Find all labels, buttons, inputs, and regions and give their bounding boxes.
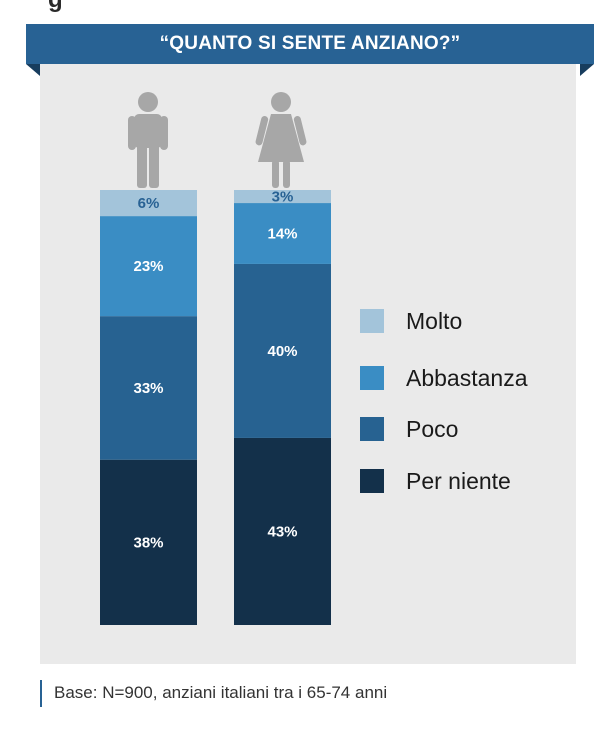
bar-segment-2-abbastanza xyxy=(234,203,331,264)
data-label: 14% xyxy=(267,226,297,243)
bar-segment-2-per-niente xyxy=(234,437,331,625)
banner-fold-right xyxy=(580,64,594,76)
bar-segment-2-molto xyxy=(234,190,331,204)
legend-label: Abbastanza xyxy=(406,365,528,391)
data-label: 38% xyxy=(133,534,163,551)
banner-fold-left xyxy=(26,64,40,76)
data-label: 3% xyxy=(272,189,294,206)
bar-group: 38% 33% 23% 6% 43% 40% 14% 3% xyxy=(100,189,331,625)
data-label: 6% xyxy=(138,195,160,212)
data-label: 40% xyxy=(267,343,297,360)
legend-swatch xyxy=(360,366,384,390)
legend-swatch xyxy=(360,469,384,493)
male-icon xyxy=(128,92,168,188)
footnote: Base: N=900, anziani italiani tra i 65-7… xyxy=(54,683,388,702)
legend-item: Poco xyxy=(360,414,580,444)
bar-segment-1-abbastanza xyxy=(100,216,197,317)
top-cut-heading: g xyxy=(0,0,616,14)
legend-label: Per niente xyxy=(406,468,511,494)
legend-item: Per niente xyxy=(360,466,580,496)
bar-segment-2-poco xyxy=(234,263,331,438)
bar-segment-1-molto xyxy=(100,190,197,217)
legend-label: Poco xyxy=(406,416,459,442)
data-label: 43% xyxy=(267,523,297,540)
data-label: 33% xyxy=(133,380,163,397)
bar-segment-1-per-niente xyxy=(100,459,197,625)
legend-item: Abbastanza xyxy=(360,363,580,393)
footnote-accent xyxy=(40,680,42,707)
legend-swatch xyxy=(360,417,384,441)
data-label: 23% xyxy=(133,258,163,275)
bar-segment-1-poco xyxy=(100,316,197,460)
female-icon xyxy=(255,92,307,188)
legend-label: Molto xyxy=(406,308,463,334)
legend-swatch xyxy=(360,309,384,333)
legend-item: Molto xyxy=(360,306,580,336)
chart-title: “QUANTO SI SENTE ANZIANO?” xyxy=(26,24,594,64)
